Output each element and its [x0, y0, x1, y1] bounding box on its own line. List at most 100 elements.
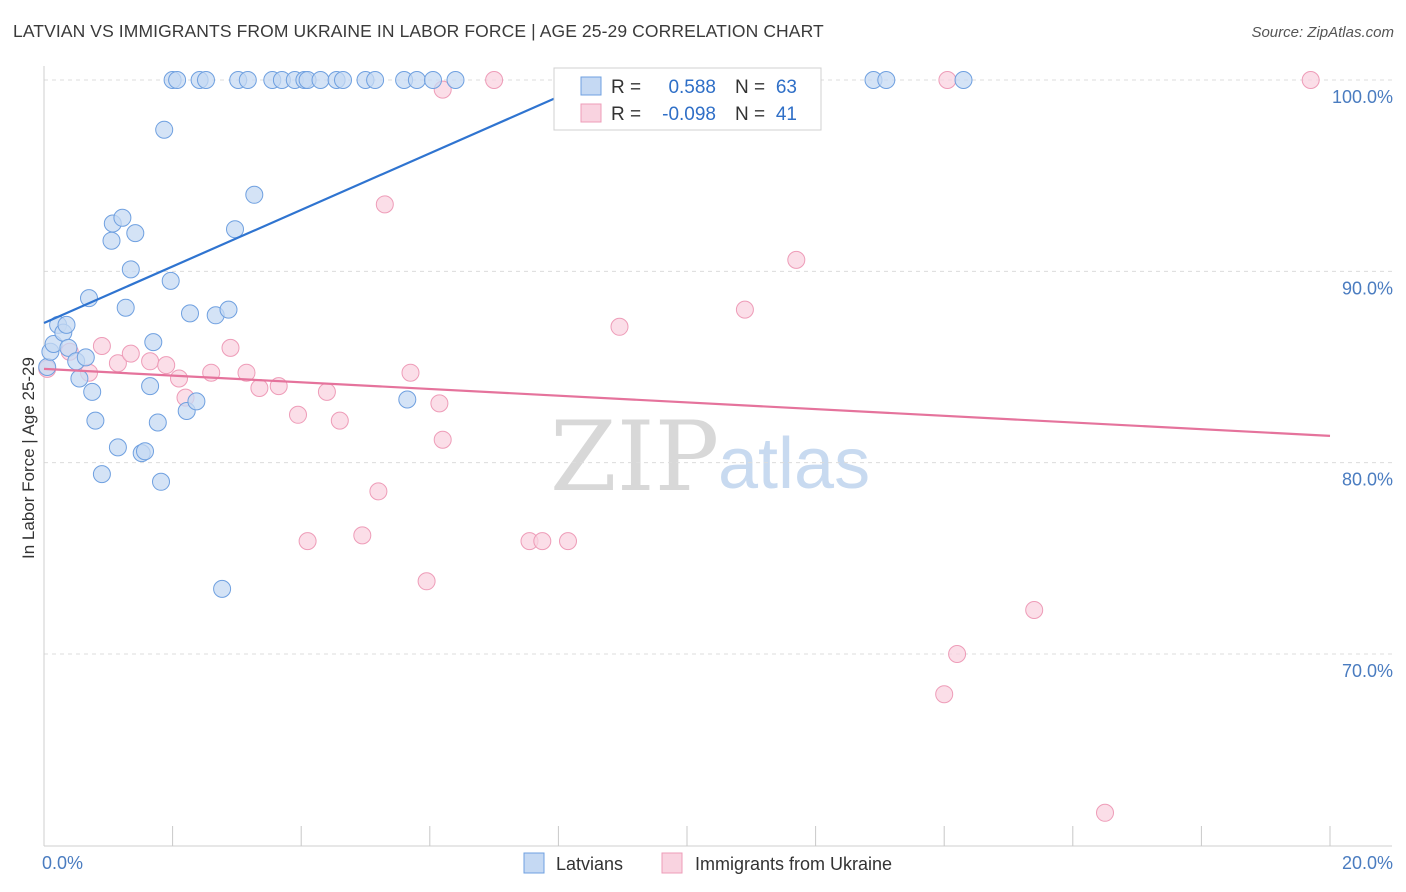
latvians-point-39 — [226, 220, 244, 239]
ukraine-point-25 — [433, 430, 452, 449]
latvians-point-23 — [141, 377, 160, 396]
latvians-point-30 — [168, 71, 187, 89]
latvians-point-9 — [76, 348, 95, 367]
latvians-point-35 — [197, 71, 215, 89]
latvians-point-33 — [187, 392, 206, 411]
ukraine-point-30 — [559, 532, 577, 551]
legend-swatch-latvians — [523, 852, 545, 874]
latvians-point-62 — [954, 71, 973, 89]
ukraine-point-5 — [121, 344, 140, 363]
latvians-point-37 — [213, 579, 232, 598]
watermark-atlas: atlas — [718, 424, 870, 504]
latvians-point-5 — [57, 315, 76, 334]
latvians-point-55 — [407, 71, 426, 89]
ukraine-point-35 — [948, 645, 967, 663]
ukraine-point-21 — [375, 195, 394, 214]
axes — [43, 66, 1392, 847]
source-credit: Source: ZipAtlas.com — [1251, 24, 1394, 41]
legend-label-latvians: Latvians — [556, 854, 623, 874]
latvians-point-17 — [113, 208, 132, 227]
trend-lines — [43, 67, 1331, 437]
y-tick-label-1: 90.0% — [1342, 278, 1393, 298]
latvians-point-57 — [446, 71, 465, 89]
latvians-point-56 — [424, 71, 442, 89]
latvians-points — [38, 71, 973, 598]
latvians-point-11 — [83, 382, 102, 401]
latvians-point-8 — [70, 369, 89, 388]
latvians-point-54 — [398, 390, 417, 409]
latvians-point-20 — [126, 224, 145, 243]
stats-n-label-2: N = — [735, 104, 765, 125]
latvians-point-24 — [144, 333, 163, 352]
ukraine-point-8 — [170, 369, 188, 388]
watermark: ZIP atlas — [550, 401, 870, 513]
ukraine-point-13 — [250, 379, 269, 397]
watermark-zip: ZIP — [550, 401, 719, 513]
latvians-point-50 — [334, 71, 352, 89]
latvians-point-14 — [102, 231, 121, 250]
latvians-point-22 — [136, 442, 154, 461]
legend-swatch-ukraine — [661, 852, 683, 874]
latvians-trend-line — [43, 67, 624, 325]
latvians-point-42 — [245, 185, 264, 204]
ukraine-point-16 — [298, 532, 317, 551]
ukraine-point-20 — [369, 482, 388, 501]
ukraine-point-24 — [430, 394, 449, 413]
ukraine-point-22 — [401, 363, 420, 382]
latvians-point-13 — [92, 465, 111, 484]
ukraine-point-19 — [353, 526, 372, 545]
ukraine-point-39 — [1301, 71, 1320, 89]
ukraine-point-34 — [935, 685, 954, 704]
ukraine-point-29 — [533, 532, 552, 551]
latvians-point-28 — [161, 271, 180, 290]
latvians-point-25 — [148, 413, 167, 432]
x-tick-label-1: 20.0% — [1342, 853, 1393, 873]
stats-swatch-latvians — [580, 76, 602, 96]
latvians-point-26 — [152, 472, 170, 491]
ukraine-point-15 — [289, 405, 307, 424]
ukraine-point-18 — [330, 411, 349, 430]
latvians-point-0 — [38, 358, 57, 376]
ukraine-trend-line — [43, 367, 1331, 437]
ukraine-point-32 — [735, 300, 754, 319]
stats-r-value-1: 0.588 — [668, 77, 716, 98]
y-tick-label-2: 80.0% — [1342, 470, 1393, 490]
stats-r-label-1: R = — [611, 77, 641, 98]
ukraine-point-3 — [92, 337, 111, 355]
ukraine-point-33 — [787, 250, 806, 269]
latvians-point-18 — [116, 298, 135, 317]
chart-title: LATVIAN VS IMMIGRANTS FROM UKRAINE IN LA… — [13, 21, 824, 41]
ukraine-point-11 — [221, 338, 240, 357]
ukraine-point-31 — [610, 317, 629, 336]
latvians-point-61 — [877, 71, 896, 89]
ukraine-point-27 — [485, 71, 504, 89]
ukraine-point-12 — [237, 363, 256, 382]
ukraine-point-17 — [317, 382, 336, 401]
x-tick-labels: 0.0% 20.0% — [42, 853, 1393, 873]
latvians-point-52 — [366, 71, 385, 89]
ukraine-point-37 — [1025, 601, 1044, 619]
stats-swatch-ukraine — [580, 103, 602, 123]
ukraine-point-6 — [141, 352, 160, 371]
legend: Latvians Immigrants from Ukraine — [523, 852, 892, 874]
latvians-point-16 — [108, 438, 127, 457]
latvians-point-19 — [121, 260, 140, 279]
latvians-point-48 — [311, 71, 330, 89]
stats-r-value-2: -0.098 — [662, 104, 716, 125]
stats-box: R = 0.588 N = 63 R = -0.098 N = 41 — [553, 67, 822, 131]
stats-r-label-2: R = — [611, 104, 641, 125]
y-tick-labels: 100.0% 90.0% 80.0% 70.0% — [1332, 87, 1393, 681]
latvians-point-41 — [238, 71, 257, 89]
x-tick-label-0: 0.0% — [42, 853, 83, 873]
latvians-point-38 — [219, 300, 238, 319]
ukraine-point-38 — [1096, 803, 1114, 822]
stats-n-label-1: N = — [735, 77, 765, 98]
latvians-point-32 — [181, 304, 199, 323]
latvians-point-6 — [59, 338, 78, 357]
y-tick-label-3: 70.0% — [1342, 661, 1393, 681]
latvians-point-12 — [86, 411, 105, 430]
stats-n-value-2: 41 — [776, 104, 797, 125]
ukraine-point-23 — [417, 572, 436, 591]
latvians-point-27 — [155, 120, 174, 139]
